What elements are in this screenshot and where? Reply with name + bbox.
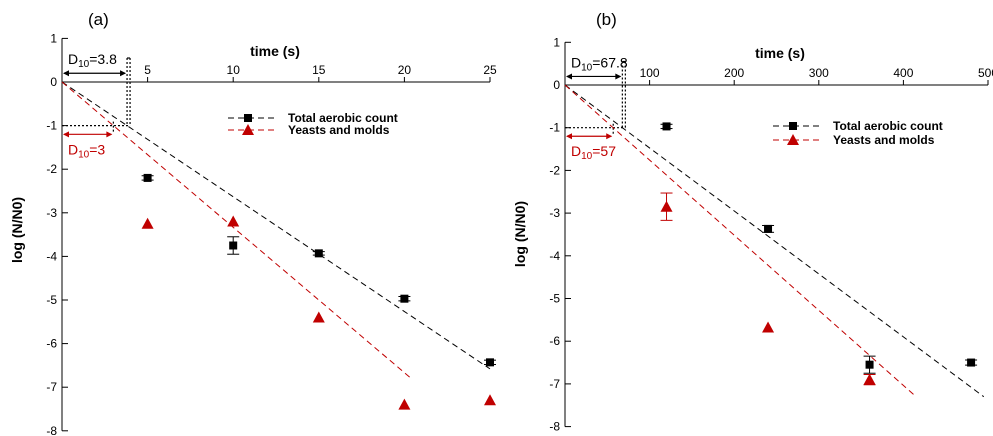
d10-red-label: D10=57 [571,143,616,162]
d10-black-label: D10=3.8 [68,51,117,70]
d10-black-value: =67.8 [592,55,628,71]
data-point-total-aerobic [662,122,671,131]
d10-red-subscript: 10 [581,151,593,162]
d10-red-arrowhead [63,131,69,138]
y-tick-label: -2 [46,162,57,176]
y-tick-label: -3 [549,206,560,220]
x-tick-label: 15 [312,63,326,77]
panel-label: (b) [596,10,617,29]
fit-line-total-aerobic [61,81,491,370]
data-point-total-aerobic [764,224,773,233]
d10-red-prefix: D [571,143,581,159]
y-tick-label: -4 [549,249,560,263]
y-tick-label: -6 [549,334,560,348]
d10-black-arrowhead [120,70,127,77]
fit-line-yeasts-molds [564,84,917,398]
legend-marker-triangle [787,134,799,145]
data-point-total-aerobic [314,249,323,258]
x-tick-label: 10 [227,63,241,77]
d10-black-prefix: D [68,51,78,67]
y-tick-label: 1 [553,35,560,49]
x-tick-label: 400 [893,66,913,80]
d10-black-arrowhead [63,70,69,77]
y-axis-title: log (N/N0) [512,201,528,267]
d10-red-arrowhead [106,131,113,138]
data-point-total-aerobic [143,173,152,182]
y-tick-label: -8 [46,424,57,436]
y-tick-label: -5 [549,292,560,306]
panel-label: (a) [88,10,109,29]
data-point-yeasts-molds [762,321,775,333]
d10-black-subscript: 10 [78,59,90,70]
y-tick-label: -5 [46,293,57,307]
d10-black-label: D10=67.8 [571,55,628,74]
data-point-yeasts-molds [863,373,876,385]
legend-marker-triangle [242,124,254,135]
d10-black-arrowhead [615,73,622,80]
x-tick-label: 100 [640,66,660,80]
y-tick-label: -1 [549,121,560,135]
y-tick-label: -4 [46,249,57,263]
legend-label: Yeasts and molds [288,123,390,137]
y-tick-label: 0 [553,78,560,92]
data-point-yeasts-molds [398,398,411,410]
x-tick-label: 20 [398,63,412,77]
d10-black-subscript: 10 [581,63,593,74]
x-axis-title: time (s) [250,43,300,59]
y-tick-label: -7 [46,380,57,394]
y-tick-label: -1 [46,119,57,133]
fit-line-total-aerobic [564,84,985,398]
d10-red-subscript: 10 [78,150,90,161]
y-tick-label: -3 [46,206,57,220]
legend-label: Total aerobic count [288,111,398,125]
data-point-yeasts-molds [312,311,325,323]
legend-label: Total aerobic count [833,119,943,133]
data-point-yeasts-molds [484,394,496,406]
d10-red-value: =57 [592,143,616,159]
x-tick-label: 300 [809,66,829,80]
data-point-total-aerobic [865,360,874,369]
d10-black-prefix: D [571,55,581,71]
panel-b: (b)10-1-2-3-4-5-6-7-8100200300400500time… [512,10,993,434]
x-tick-label: 25 [483,63,497,77]
legend-marker-square [789,122,797,130]
legend-marker-square [244,114,252,122]
data-point-total-aerobic [486,358,494,367]
d10-black-arrowhead [566,73,572,80]
data-point-yeasts-molds [660,200,673,212]
x-tick-label: 500 [978,66,993,80]
data-point-total-aerobic [400,294,409,303]
y-axis-title: log (N/N0) [9,197,25,263]
fit-line-yeasts-molds [61,81,412,379]
d10-red-arrowhead [566,133,572,140]
y-tick-label: -2 [549,163,560,177]
x-tick-label: 5 [144,63,151,77]
d10-black-value: =3.8 [89,51,117,67]
y-tick-label: 0 [50,75,57,89]
data-point-yeasts-molds [227,215,240,227]
x-tick-label: 200 [724,66,744,80]
y-tick-label: -6 [46,337,57,351]
y-tick-label: 1 [50,31,57,45]
y-tick-label: -8 [549,420,560,434]
data-point-total-aerobic [967,358,976,367]
legend-label: Yeasts and molds [833,133,935,147]
data-point-yeasts-molds [141,217,154,229]
d10-red-label: D10=3 [68,142,105,161]
y-tick-label: -7 [549,377,560,391]
d10-red-value: =3 [89,142,105,158]
d10-red-prefix: D [68,142,78,158]
d10-red-arrowhead [606,133,613,140]
data-point-total-aerobic [229,241,238,250]
x-axis-title: time (s) [755,45,805,61]
